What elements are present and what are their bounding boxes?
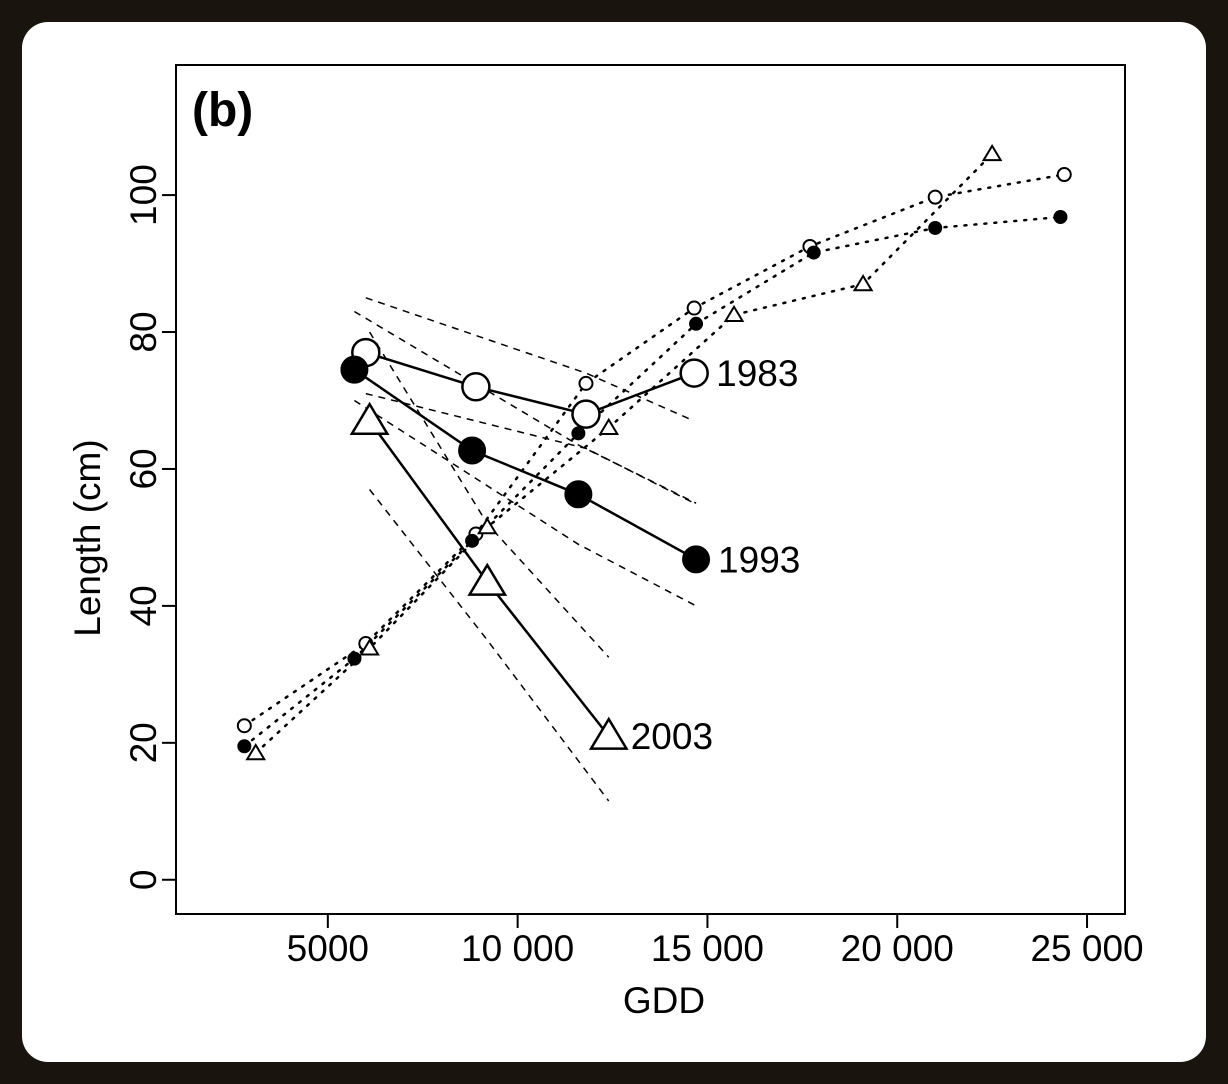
small-point-1983 [927,189,943,205]
large-point-2003 [349,401,390,435]
marks-group: 1983 1993 2003 [236,143,1072,802]
axes-group: 5000 10 000 15 000 20 000 25 000 0 20 40 60 80 100 [123,164,1144,969]
x-tick-label: 5000 [287,928,369,969]
chart-card [22,22,1206,1062]
x-tick-label: 20 000 [841,928,954,969]
large-point-1993 [564,480,593,509]
small-point-2003 [981,143,1003,162]
x-tick-label: 10 000 [461,928,574,969]
dotted-line-1993 [243,215,1062,748]
large-point-2003 [588,716,629,750]
ci-lower-line-1993 [353,399,697,607]
solid-line-1993 [353,368,697,561]
small-point-1993 [1053,209,1068,224]
small-point-1983 [578,375,594,391]
x-tick-label: 15 000 [651,928,764,969]
series-label-1993: 1993 [718,539,800,580]
small-point-2003 [359,638,380,656]
x-axis-title: GDD [623,980,705,1021]
large-point-1983 [571,399,601,429]
small-point-1993 [571,426,586,441]
panel-label: (b) [192,84,253,137]
y-tick-label: 80 [123,311,164,352]
small-point-2003 [245,743,267,761]
small-point-1983 [686,300,702,316]
large-point-1993 [340,355,369,384]
small-point-2003 [852,274,874,292]
ci-upper-line-1983 [365,297,695,422]
large-point-1993 [682,545,711,574]
y-tick-label: 20 [123,722,164,763]
ci-lower-line-1983 [365,392,695,504]
small-point-1993 [237,739,252,754]
small-point-1983 [236,718,252,734]
series-label-2003: 2003 [631,716,713,757]
x-tick-label: 25 000 [1030,928,1143,969]
large-point-2003 [467,562,508,596]
dotted-line-2003 [254,152,994,755]
small-point-1993 [465,533,480,548]
y-tick-label: 40 [123,585,164,626]
plot-border [175,64,1126,915]
small-point-1993 [928,220,943,235]
large-point-1983 [679,358,709,388]
y-tick-label: 0 [123,869,164,890]
small-point-1983 [1056,167,1072,183]
y-tick-label: 60 [123,448,164,489]
small-point-1993 [806,245,821,260]
small-point-2003 [598,417,620,435]
ci-upper-line-1993 [354,310,697,504]
small-point-2003 [476,517,498,535]
series-label-1983: 1983 [716,353,798,394]
small-point-2003 [723,304,745,323]
solid-line-1983 [365,351,695,416]
large-point-1993 [458,436,487,465]
small-point-1993 [689,316,704,331]
large-point-1983 [461,372,491,402]
y-tick-label: 100 [123,164,164,226]
ci-lower-line-2003 [369,489,610,802]
small-point-1993 [347,651,362,666]
y-axis-title: Length (cm) [67,439,108,636]
dotted-line-1983 [243,173,1066,727]
